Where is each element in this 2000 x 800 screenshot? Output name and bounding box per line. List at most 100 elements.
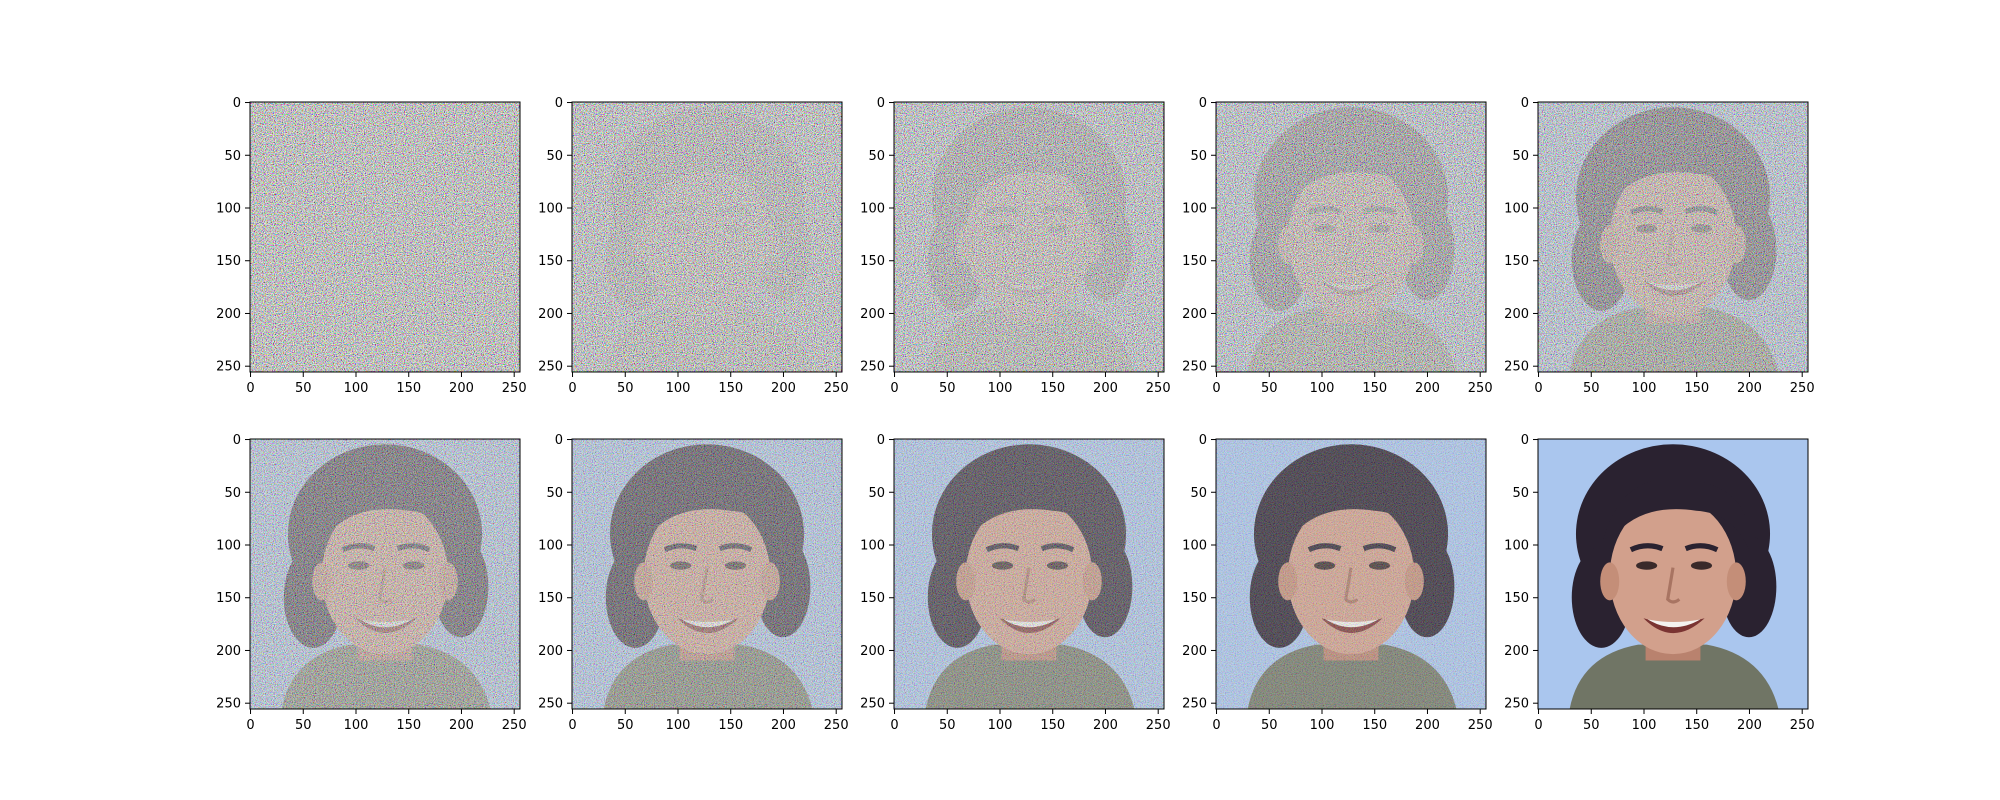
- x-tick-label: 150: [1040, 381, 1065, 396]
- x-tick-label: 200: [1415, 381, 1440, 396]
- x-tick-label: 100: [988, 718, 1013, 733]
- x-tick-label: 50: [939, 718, 956, 733]
- y-tick-label: 200: [860, 644, 885, 659]
- x-tick-label: 200: [1737, 718, 1762, 733]
- y-tick-label: 250: [538, 697, 563, 712]
- axes-frame: [249, 438, 521, 710]
- x-tick-label: 200: [1093, 381, 1118, 396]
- y-tick-label: 50: [546, 149, 563, 164]
- y-tick-label: 50: [1512, 486, 1529, 501]
- y-tick-label: 150: [1504, 254, 1529, 269]
- image-panel-5: 0 0 50 50 100 100 150 150 200 200 250 250: [1504, 96, 1814, 396]
- y-tick-label: 200: [1504, 644, 1529, 659]
- x-tick-label: 50: [617, 718, 634, 733]
- x-tick-label: 150: [1362, 718, 1387, 733]
- y-tick-label: 100: [1504, 201, 1529, 216]
- y-tick-label: 250: [216, 697, 241, 712]
- y-tick-label: 150: [538, 591, 563, 606]
- x-tick-label: 250: [824, 381, 849, 396]
- x-tick-label: 250: [1468, 381, 1493, 396]
- y-tick-label: 250: [1504, 697, 1529, 712]
- image-panel-10: 0 0 50 50 100 100 150 150 200 200 250 250: [1504, 433, 1814, 733]
- y-tick-label: 250: [860, 697, 885, 712]
- y-tick-label: 250: [1504, 360, 1529, 375]
- x-tick-label: 250: [1146, 718, 1171, 733]
- x-tick-label: 200: [771, 718, 796, 733]
- x-tick-label: 250: [1468, 718, 1493, 733]
- x-tick-label: 250: [1146, 381, 1171, 396]
- x-tick-label: 50: [617, 381, 634, 396]
- y-tick-label: 50: [868, 149, 885, 164]
- x-tick-label: 150: [1684, 718, 1709, 733]
- y-tick-label: 0: [877, 433, 885, 448]
- axes-frame: [249, 101, 521, 373]
- y-tick-label: 50: [546, 486, 563, 501]
- y-tick-label: 200: [1182, 644, 1207, 659]
- y-tick-label: 100: [216, 538, 241, 553]
- axes-frame: [1215, 438, 1487, 710]
- x-tick-label: 100: [344, 718, 369, 733]
- x-tick-label: 0: [246, 381, 254, 396]
- y-tick-label: 150: [216, 591, 241, 606]
- y-tick-label: 200: [1504, 307, 1529, 322]
- noise-overlay: [894, 439, 1164, 709]
- y-tick-label: 0: [233, 433, 241, 448]
- x-tick-label: 150: [396, 718, 421, 733]
- x-tick-label: 0: [1212, 718, 1220, 733]
- x-tick-label: 100: [1310, 718, 1335, 733]
- y-tick-label: 150: [216, 254, 241, 269]
- x-tick-label: 250: [1790, 718, 1815, 733]
- x-tick-label: 50: [295, 381, 312, 396]
- y-tick-label: 100: [860, 201, 885, 216]
- x-tick-label: 0: [1534, 381, 1542, 396]
- x-tick-label: 100: [666, 718, 691, 733]
- x-tick-label: 200: [1415, 718, 1440, 733]
- noise-overlay: [250, 102, 520, 372]
- x-tick-label: 0: [1212, 381, 1220, 396]
- panels-group: 0 0 50 50 100 100 150 150 200 200 250 250 0 0 50 50 100 1…: [216, 96, 1814, 733]
- noise-overlay: [1216, 102, 1486, 372]
- x-tick-label: 150: [1362, 381, 1387, 396]
- x-tick-label: 100: [344, 381, 369, 396]
- x-tick-label: 0: [890, 381, 898, 396]
- y-tick-label: 150: [860, 254, 885, 269]
- y-tick-label: 100: [1182, 538, 1207, 553]
- y-tick-label: 100: [1504, 538, 1529, 553]
- x-tick-label: 100: [1632, 718, 1657, 733]
- y-tick-label: 200: [216, 644, 241, 659]
- y-tick-label: 50: [1512, 149, 1529, 164]
- y-tick-label: 150: [1504, 591, 1529, 606]
- x-tick-label: 0: [890, 718, 898, 733]
- y-tick-label: 150: [1182, 254, 1207, 269]
- x-tick-label: 50: [1583, 718, 1600, 733]
- axes-frame: [1537, 101, 1809, 373]
- y-tick-label: 0: [1521, 433, 1529, 448]
- x-tick-label: 150: [718, 718, 743, 733]
- y-tick-label: 0: [555, 96, 563, 111]
- x-tick-label: 0: [568, 718, 576, 733]
- x-tick-label: 50: [939, 381, 956, 396]
- x-tick-label: 0: [568, 381, 576, 396]
- image-panel-2: 0 0 50 50 100 100 150 150 200 200 250 250: [538, 96, 848, 396]
- x-tick-label: 50: [1261, 718, 1278, 733]
- x-tick-label: 200: [449, 381, 474, 396]
- x-tick-label: 150: [396, 381, 421, 396]
- x-tick-label: 200: [1737, 381, 1762, 396]
- x-tick-label: 50: [295, 718, 312, 733]
- axes-frame: [893, 101, 1165, 373]
- y-tick-label: 0: [877, 96, 885, 111]
- y-tick-label: 100: [538, 538, 563, 553]
- y-tick-label: 50: [1190, 149, 1207, 164]
- x-tick-label: 150: [1684, 381, 1709, 396]
- y-tick-label: 100: [538, 201, 563, 216]
- x-tick-label: 150: [718, 381, 743, 396]
- y-tick-label: 250: [1182, 697, 1207, 712]
- y-tick-label: 200: [216, 307, 241, 322]
- y-tick-label: 100: [860, 538, 885, 553]
- axes-frame: [1215, 101, 1487, 373]
- y-tick-label: 0: [1199, 96, 1207, 111]
- image-panel-1: 0 0 50 50 100 100 150 150 200 200 250 250: [216, 96, 526, 396]
- x-tick-label: 250: [824, 718, 849, 733]
- y-tick-label: 100: [1182, 201, 1207, 216]
